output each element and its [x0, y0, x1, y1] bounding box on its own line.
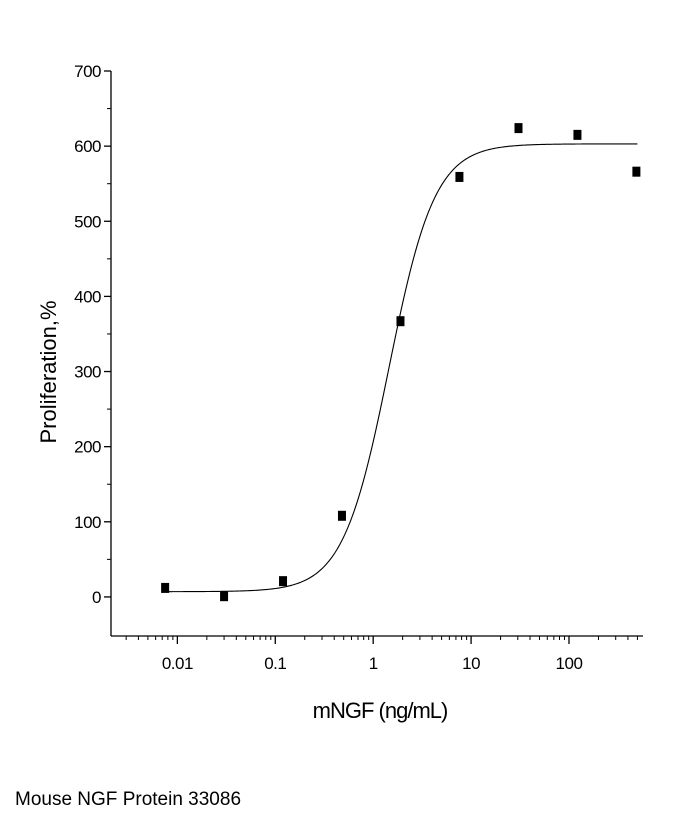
data-point	[337, 510, 346, 521]
data-point	[220, 591, 229, 602]
data-point	[573, 129, 582, 140]
data-points-layer	[161, 123, 641, 602]
data-point	[396, 316, 405, 327]
figure-caption: Mouse NGF Protein 33086	[15, 789, 242, 810]
x-tick-label: 100	[556, 654, 583, 673]
data-point	[161, 582, 170, 593]
fit-curve	[165, 143, 638, 593]
fit-curve-layer	[165, 143, 638, 593]
axes: 0 100 200 300 400 500 600 700 0.01 0.1 1 10 100	[74, 62, 643, 673]
data-point	[455, 171, 464, 182]
y-tick-label: 600	[74, 137, 101, 156]
x-tick-label: 1	[369, 654, 378, 673]
y-tick-label: 500	[74, 212, 101, 231]
y-axis-label: Proliferation,%	[36, 300, 61, 443]
x-axis-label: mNGF (ng/mL)	[313, 698, 448, 723]
data-point	[514, 123, 523, 134]
y-tick-label: 100	[74, 513, 101, 532]
data-point	[279, 576, 288, 587]
y-tick-label: 700	[74, 62, 101, 81]
x-tick-label: 0.1	[264, 654, 286, 673]
y-tick-label: 400	[74, 287, 101, 306]
y-tick-label: 200	[74, 438, 101, 457]
data-point	[632, 166, 641, 177]
y-tick-label: 0	[92, 588, 101, 607]
x-tick-label: 10	[462, 654, 480, 673]
x-tick-label: 0.01	[162, 654, 193, 673]
y-tick-label: 300	[74, 363, 101, 382]
chart-canvas: 0 100 200 300 400 500 600 700 0.01 0.1 1 10 100 mNGF…	[36, 62, 643, 723]
